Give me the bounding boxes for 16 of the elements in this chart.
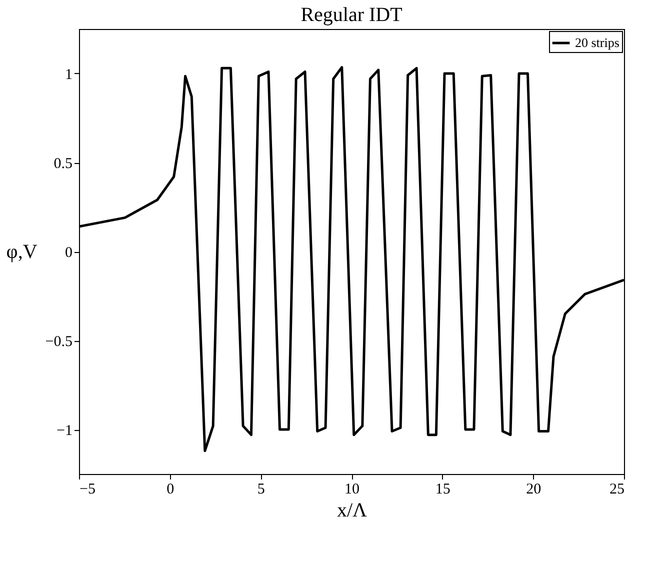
y-tick-label: 0.5 <box>54 156 72 172</box>
x-tick-label: 25 <box>610 482 624 498</box>
x-axis-title: x/Λ <box>336 500 368 522</box>
x-tick-label: 20 <box>526 482 542 498</box>
y-tick-label: −0.5 <box>45 334 72 350</box>
chart-title: Regular IDT <box>300 4 402 26</box>
y-tick-label: 1 <box>65 67 72 83</box>
y-tick-label: −1 <box>56 423 72 439</box>
y-tick-label: 0 <box>65 245 72 261</box>
x-tick-label: 0 <box>166 482 174 498</box>
x-tick-label: 15 <box>435 482 450 498</box>
legend-label: 20 strips <box>575 35 620 50</box>
y-axis-title: φ,V <box>6 241 38 263</box>
x-tick-label: 5 <box>257 482 265 498</box>
x-tick-label: −5 <box>80 482 96 498</box>
x-tick-label: 10 <box>344 482 360 498</box>
